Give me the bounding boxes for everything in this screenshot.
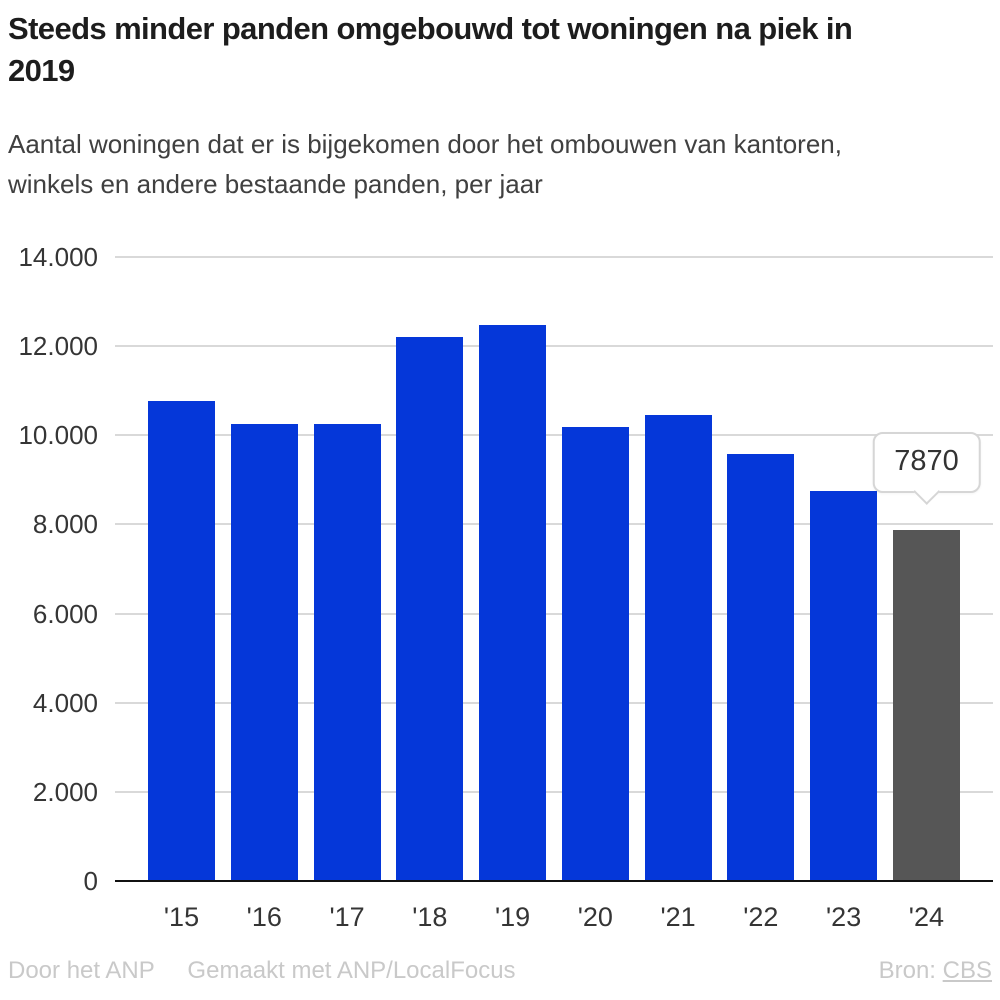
bars-layer: [115, 257, 993, 881]
x-tick-label: '22: [743, 902, 779, 932]
tooltip-value: 7870: [894, 445, 959, 478]
gridline: [115, 523, 993, 526]
y-tick-label: 6.000: [32, 598, 98, 629]
source-link[interactable]: CBS: [942, 957, 992, 984]
gridline: [115, 701, 993, 704]
y-tick-label: 8.000: [32, 509, 98, 540]
x-tick-label: '20: [577, 902, 613, 932]
credit-tool: Gemaakt met ANP/LocalFocus: [187, 957, 516, 984]
plot-area: 0 2.000 4.000 6.000 8.000 10.000 12.000 14.000 …: [0, 244, 1000, 894]
bar-24[interactable]: [892, 530, 960, 881]
y-tick-label: 0: [83, 866, 98, 896]
bar-20[interactable]: [561, 426, 629, 881]
bar-22[interactable]: [727, 454, 795, 881]
x-tick-label: '23: [826, 902, 862, 932]
x-tick-label: '16: [246, 902, 282, 932]
source-label: Bron:: [878, 957, 936, 984]
x-axis-labels: '15 '16 '17 '18 '19 '20 '21 '22 '23 '24: [115, 900, 993, 934]
bar-16[interactable]: [230, 424, 298, 881]
bar-21[interactable]: [644, 414, 712, 881]
chart-subtitle: Aantal woningen dat er is bijgekomen doo…: [8, 129, 842, 199]
x-tick-label: '15: [163, 902, 200, 932]
x-tick-label: '19: [494, 902, 531, 932]
gridline: [115, 790, 993, 793]
bar-15[interactable]: [148, 400, 215, 881]
bar-19[interactable]: [479, 324, 547, 881]
bar-18[interactable]: [396, 336, 464, 881]
y-tick-label: 14.000: [18, 242, 98, 272]
x-axis-line: [115, 880, 993, 882]
gridline: [115, 345, 993, 348]
gridline: [115, 256, 993, 258]
x-tick-label: '24: [908, 902, 944, 932]
credit-author: Door het ANP: [8, 957, 155, 984]
value-tooltip: 7870: [872, 432, 981, 506]
bar-17[interactable]: [313, 424, 381, 881]
bar-23[interactable]: [810, 490, 878, 881]
chart-title: Steeds minder panden omgebouwd tot wonin…: [8, 11, 853, 88]
y-tick-label: 2.000: [32, 776, 98, 807]
y-tick-label: 4.000: [32, 687, 98, 718]
footer-source: Bron: CBS: [879, 957, 992, 985]
x-tick-label: '18: [412, 902, 448, 932]
x-tick-label: '17: [329, 902, 365, 932]
gridline: [115, 434, 993, 437]
y-tick-label: 10.000: [18, 420, 98, 451]
x-tick-label: '21: [660, 902, 696, 932]
y-tick-label: 12.000: [18, 331, 98, 362]
footer: Door het ANP Gemaakt met ANP/LocalFocus …: [8, 957, 992, 985]
gridline: [115, 612, 993, 615]
footer-credits: Door het ANP Gemaakt met ANP/LocalFocus: [8, 957, 516, 985]
